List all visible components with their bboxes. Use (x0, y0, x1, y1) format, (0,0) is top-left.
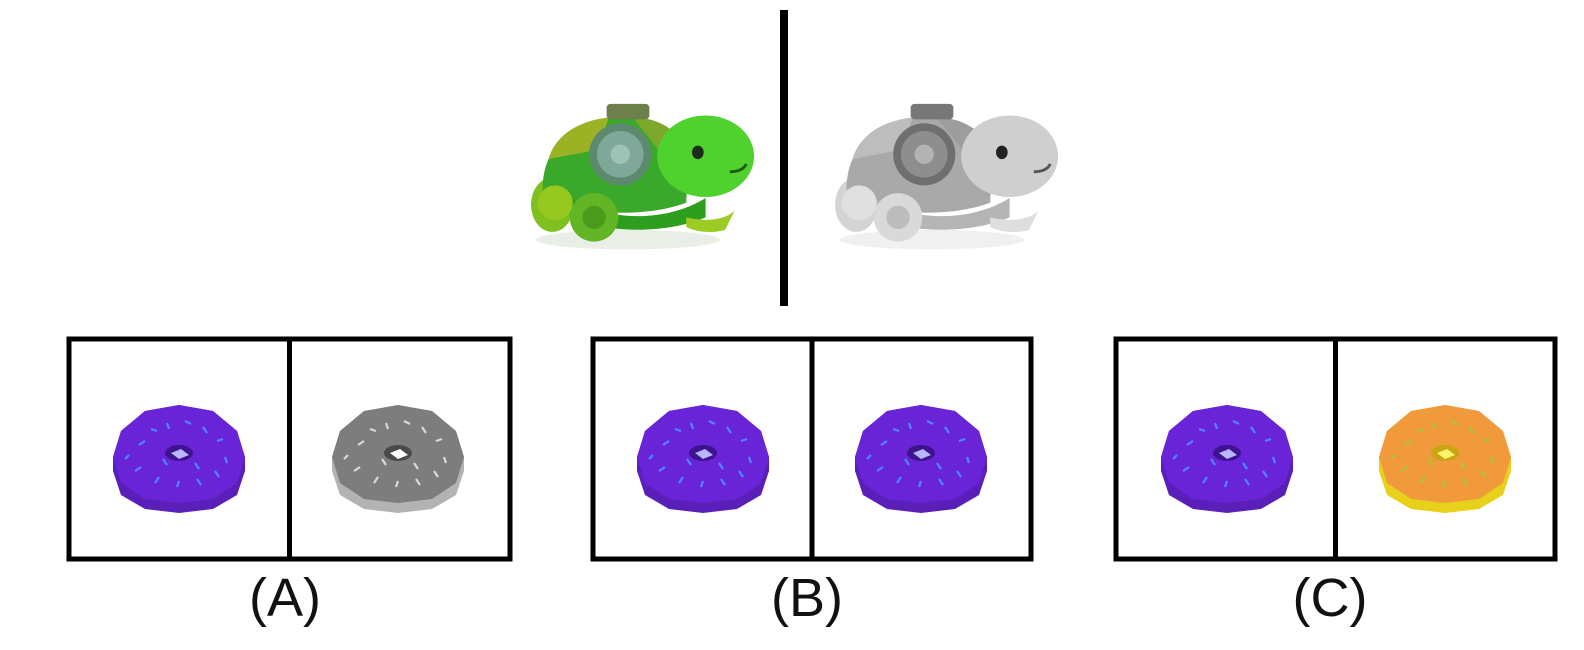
purple-donut-icon (855, 405, 987, 513)
option-c-label: (C) (1292, 568, 1368, 628)
grayscale-donut-icon (332, 405, 464, 513)
option-a-label: (A) (249, 568, 321, 628)
option-b[interactable] (590, 336, 1034, 562)
option-c[interactable] (1113, 336, 1558, 562)
turtle-source-icon (529, 102, 756, 251)
purple-donut-icon (637, 405, 769, 513)
purple-donut-icon (113, 405, 245, 513)
example-divider (780, 10, 788, 306)
purple-donut-icon (1161, 405, 1293, 513)
turtle-target-icon (833, 102, 1060, 251)
orange-donut-icon (1379, 405, 1511, 513)
option-a[interactable] (66, 336, 513, 562)
option-b-label: (B) (771, 568, 843, 628)
example-pair (529, 10, 1060, 306)
